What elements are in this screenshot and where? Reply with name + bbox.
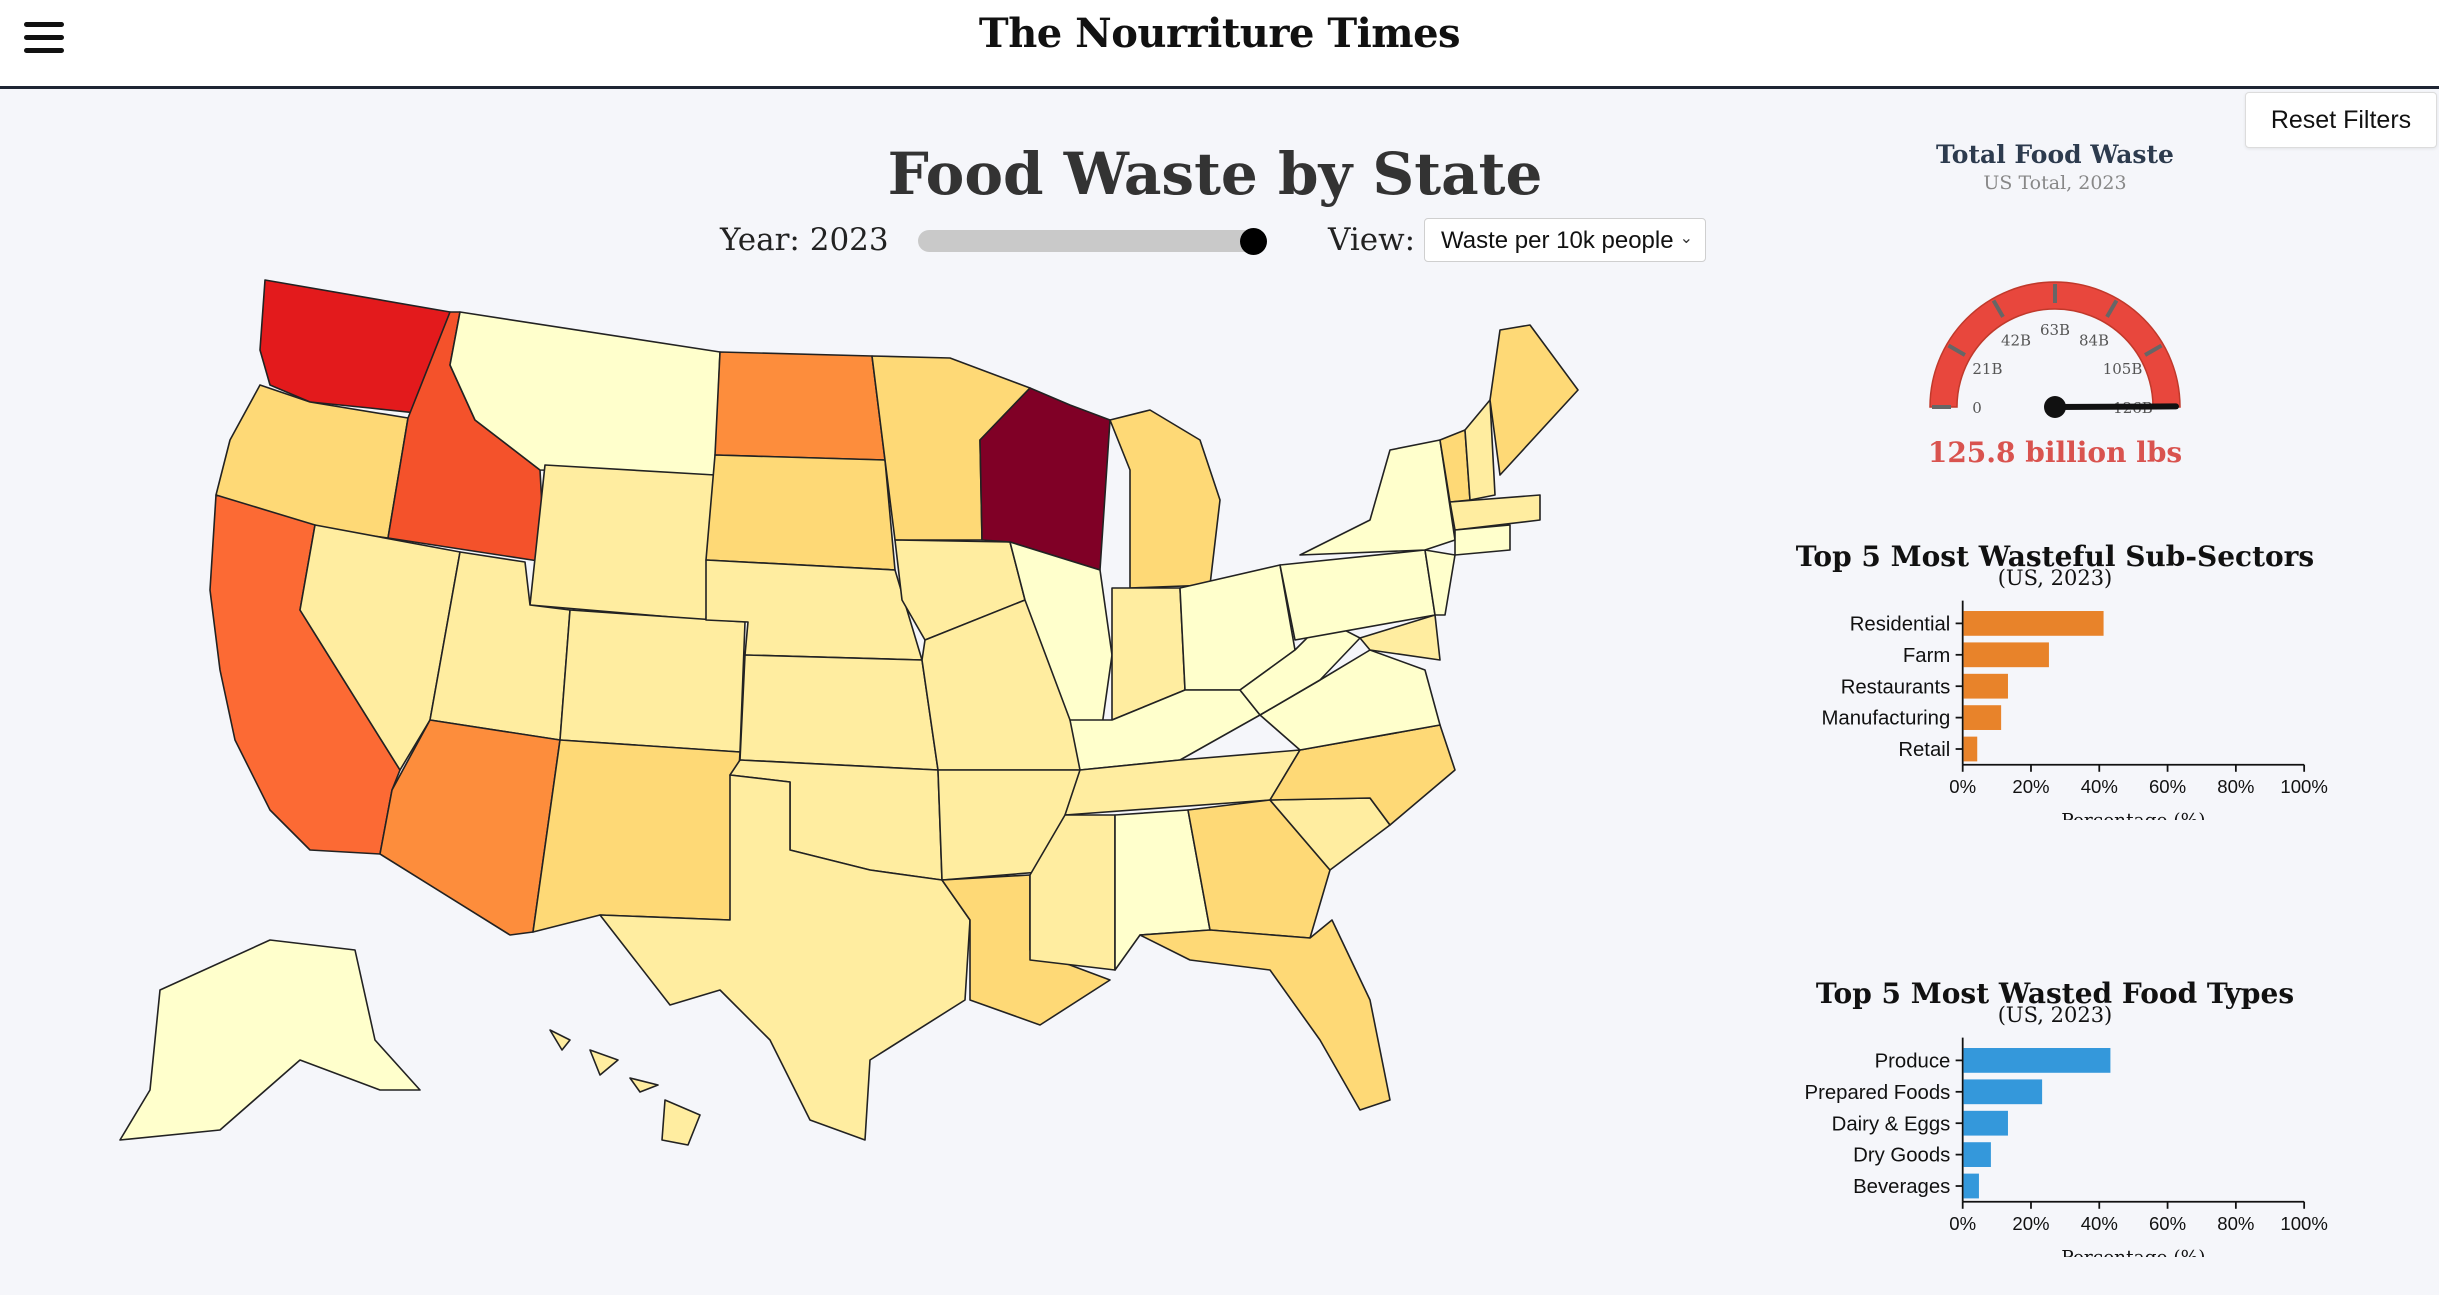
foodtypes-x-tick-label: 20% [2012,1213,2049,1234]
state-new-hampshire[interactable] [1464,399,1496,501]
foodtypes-bar-chart: Produce Prepared Foods Dairy & Eggs Dry Goo… [1805,1037,2328,1257]
state-massachusetts[interactable] [1449,494,1541,531]
subsectors-title: Top 5 Most Wasteful Sub-Sectors [1795,540,2315,573]
subsectors-x-tick-label: 60% [2149,776,2186,797]
foodtypes-category-label: Produce [1875,1050,1951,1072]
gauge-tick-label: 84B [2079,331,2109,349]
state-nevada[interactable] [299,524,461,771]
foodtypes-x-tick-label: 80% [2217,1213,2254,1234]
state-north-dakota[interactable] [714,351,886,461]
subsectors-bar[interactable] [1963,642,2049,668]
subsectors-x-tick-label: 20% [2012,776,2049,797]
foodtypes-category-label: Prepared Foods [1805,1082,1951,1104]
state-georgia[interactable] [1187,799,1331,939]
foodtypes-bar[interactable] [1963,1048,2111,1073]
state-wisconsin[interactable] [979,387,1111,571]
foodtypes-category-label: Beverages [1853,1176,1950,1198]
gauge-arc [1929,281,2181,408]
gauge-tick [1947,343,1966,357]
gauge-tick-label: 105B [2103,360,2143,378]
gauge-tick-label: 0 [1972,399,1982,417]
subsectors-category-label: Manufacturing [1821,708,1950,730]
view-select[interactable]: Waste per 10k people ⌄ [1424,218,1706,262]
gauge-tick [2105,299,2119,318]
subsectors-x-tick-label: 100% [2280,776,2327,797]
top-bar: The Nourriture Times [0,0,2439,89]
state-hawaii-2[interactable] [589,1049,619,1076]
page-title: Food Waste by State [887,140,1543,208]
gauge-tick [1991,299,2005,318]
state-mississippi[interactable] [1029,814,1116,971]
subsectors-category-label: Farm [1903,645,1950,667]
chevron-down-icon: ⌄ [1679,230,1693,247]
subsectors-category-label: Restaurants [1841,676,1951,698]
state-new-jersey[interactable] [1424,549,1456,616]
state-hawaii-4[interactable] [661,1099,701,1146]
state-connecticut[interactable] [1454,524,1511,556]
foodtypes-x-tick-label: 40% [2081,1213,2118,1234]
gauge-subtitle: US Total, 2023 [1983,172,2127,194]
state-florida[interactable] [1139,919,1391,1111]
gauge-hub [2044,396,2066,418]
subsectors-bar[interactable] [1963,611,2104,636]
state-wyoming[interactable] [529,464,716,621]
gauge-title: Total Food Waste [1936,140,2174,169]
subsectors-bar[interactable] [1963,705,2002,730]
subsectors-x-axis-label: Percentage (%) [2061,811,2205,820]
view-label: View: [1328,222,1416,258]
state-colorado[interactable] [559,609,746,753]
subsectors-category-label: Residential [1850,613,1951,635]
state-texas[interactable] [599,774,971,1141]
subsectors-bar[interactable] [1963,673,2008,699]
total-waste-gauge: 021B42B63B84B105B126B [1929,281,2181,418]
foodtypes-bar[interactable] [1963,1110,2008,1136]
view-select-value: Waste per 10k people [1441,227,1674,254]
foodtypes-category-label: Dairy & Eggs [1832,1113,1951,1135]
foodtypes-x-tick-label: 60% [2149,1213,2186,1234]
foodtypes-bar[interactable] [1963,1173,1979,1199]
state-new-york[interactable] [1299,439,1456,556]
brand-logo: The Nourriture Times [978,10,1461,57]
year-slider[interactable] [918,230,1266,252]
state-new-mexico[interactable] [532,739,741,933]
gauge-value: 125.8 billion lbs [1927,436,2183,469]
subsectors-bar-chart: Residential Farm Restaurants Manufacturing R… [1821,600,2328,820]
year-label: Year: 2023 [720,222,889,258]
foodtypes-x-tick-label: 100% [2280,1213,2327,1234]
foodtypes-title: Top 5 Most Wasted Food Types [1815,977,2295,1010]
foodtypes-bar[interactable] [1963,1079,2043,1105]
foodtypes-bar[interactable] [1963,1142,1991,1167]
subsectors-subtitle: (US, 2023) [1997,566,2113,590]
gauge-needle [2052,403,2179,410]
us-choropleth-map [119,279,1579,1146]
subsectors-bar[interactable] [1963,736,1978,762]
state-maryland[interactable] [1359,614,1441,661]
foodtypes-category-label: Dry Goods [1853,1145,1950,1167]
gauge-tick-label: 42B [2001,331,2031,349]
foodtypes-x-axis-label: Percentage (%) [2061,1248,2205,1257]
subsectors-x-tick-label: 80% [2217,776,2254,797]
state-alaska[interactable] [119,939,421,1141]
subsectors-category-label: Retail [1898,739,1950,761]
state-michigan[interactable] [1109,409,1221,589]
gauge-tick-label: 63B [2040,321,2070,339]
subsectors-x-tick-label: 40% [2081,776,2118,797]
state-kansas[interactable] [739,654,939,771]
subsectors-x-tick-label: 0% [1949,776,1976,797]
state-hawaii-1[interactable] [549,1029,571,1051]
foodtypes-x-tick-label: 0% [1949,1213,1976,1234]
reset-filters-button[interactable]: Reset Filters [2245,92,2437,148]
state-maine[interactable] [1489,324,1579,476]
gauge-tick [2144,343,2163,357]
year-slider-handle[interactable] [1240,228,1267,255]
state-south-dakota[interactable] [705,454,896,571]
foodtypes-subtitle: (US, 2023) [1997,1003,2113,1027]
gauge-tick-label: 21B [1972,360,2002,378]
state-hawaii-3[interactable] [629,1077,659,1093]
hamburger-menu-icon[interactable] [24,22,64,58]
